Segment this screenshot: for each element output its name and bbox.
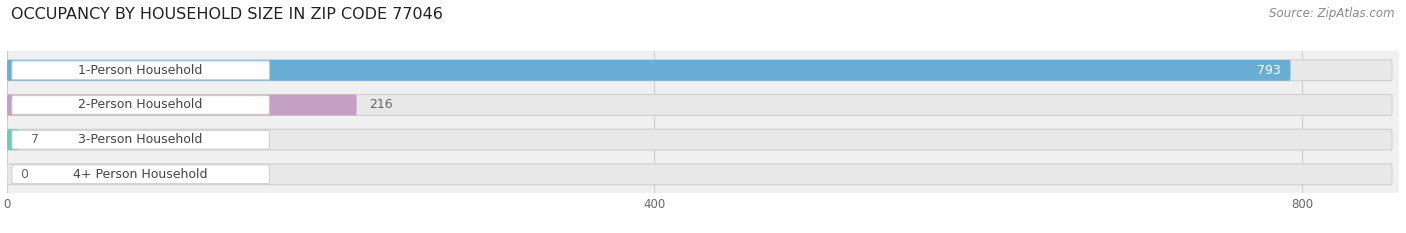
- Text: Source: ZipAtlas.com: Source: ZipAtlas.com: [1270, 7, 1395, 20]
- FancyBboxPatch shape: [11, 96, 270, 114]
- Text: 1-Person Household: 1-Person Household: [79, 64, 202, 77]
- FancyBboxPatch shape: [7, 164, 1392, 185]
- FancyBboxPatch shape: [7, 95, 357, 115]
- Text: 793: 793: [1257, 64, 1281, 77]
- FancyBboxPatch shape: [7, 129, 18, 150]
- Text: OCCUPANCY BY HOUSEHOLD SIZE IN ZIP CODE 77046: OCCUPANCY BY HOUSEHOLD SIZE IN ZIP CODE …: [11, 7, 443, 22]
- FancyBboxPatch shape: [7, 129, 1392, 150]
- FancyBboxPatch shape: [11, 165, 270, 184]
- Text: 3-Person Household: 3-Person Household: [79, 133, 202, 146]
- FancyBboxPatch shape: [7, 60, 1392, 81]
- FancyBboxPatch shape: [7, 95, 1392, 115]
- Text: 7: 7: [31, 133, 39, 146]
- Text: 4+ Person Household: 4+ Person Household: [73, 168, 208, 181]
- FancyBboxPatch shape: [7, 60, 1291, 81]
- FancyBboxPatch shape: [11, 61, 270, 80]
- Text: 216: 216: [370, 99, 394, 112]
- Text: 0: 0: [20, 168, 28, 181]
- FancyBboxPatch shape: [11, 130, 270, 149]
- Text: 2-Person Household: 2-Person Household: [79, 99, 202, 112]
